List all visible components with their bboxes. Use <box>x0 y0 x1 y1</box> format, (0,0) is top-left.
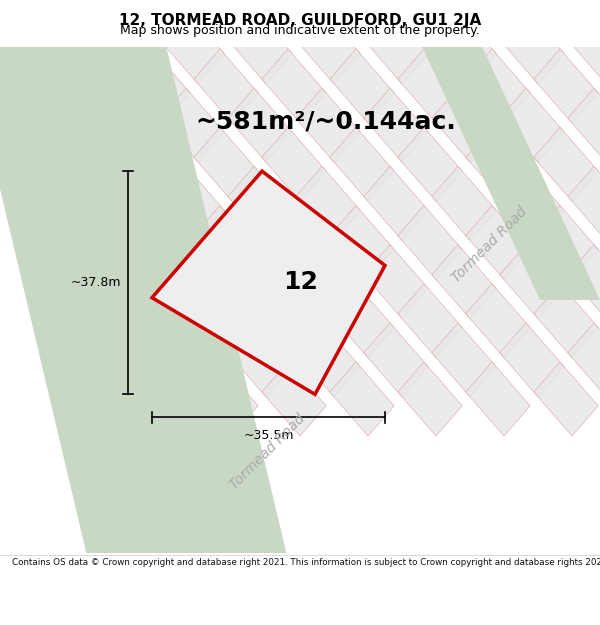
Polygon shape <box>160 88 224 162</box>
Polygon shape <box>194 284 258 357</box>
Polygon shape <box>398 49 462 123</box>
Polygon shape <box>534 362 598 436</box>
Text: Map shows position and indicative extent of the property.: Map shows position and indicative extent… <box>120 24 480 36</box>
Polygon shape <box>228 166 292 241</box>
Polygon shape <box>432 88 496 162</box>
Polygon shape <box>500 10 564 84</box>
Polygon shape <box>228 10 292 84</box>
Polygon shape <box>534 49 598 123</box>
Polygon shape <box>194 362 258 436</box>
Polygon shape <box>262 284 326 357</box>
Polygon shape <box>262 49 326 123</box>
Text: 12, TORMEAD ROAD, GUILDFORD, GU1 2JA: 12, TORMEAD ROAD, GUILDFORD, GU1 2JA <box>119 13 481 28</box>
Polygon shape <box>398 206 462 279</box>
Polygon shape <box>262 206 326 279</box>
Polygon shape <box>364 10 428 84</box>
Text: Tormead Road: Tormead Road <box>449 204 530 285</box>
Text: ~35.5m: ~35.5m <box>243 429 294 442</box>
Polygon shape <box>500 244 564 319</box>
Polygon shape <box>330 49 394 123</box>
Polygon shape <box>432 10 496 84</box>
Polygon shape <box>500 88 564 162</box>
Polygon shape <box>364 88 428 162</box>
Polygon shape <box>92 244 156 319</box>
Polygon shape <box>534 206 598 279</box>
Polygon shape <box>228 244 292 319</box>
Polygon shape <box>126 49 190 123</box>
Polygon shape <box>568 322 600 397</box>
Polygon shape <box>0 127 54 201</box>
Polygon shape <box>24 88 88 162</box>
Polygon shape <box>126 127 190 201</box>
Polygon shape <box>432 166 496 241</box>
Polygon shape <box>398 284 462 357</box>
Polygon shape <box>398 362 462 436</box>
Polygon shape <box>296 322 360 397</box>
Text: ~581m²/~0.144ac.: ~581m²/~0.144ac. <box>195 109 456 133</box>
Polygon shape <box>432 244 496 319</box>
Polygon shape <box>92 88 156 162</box>
Polygon shape <box>160 244 224 319</box>
Polygon shape <box>0 10 20 84</box>
Polygon shape <box>58 49 122 123</box>
Polygon shape <box>330 284 394 357</box>
Polygon shape <box>398 127 462 201</box>
Polygon shape <box>262 362 326 436</box>
Polygon shape <box>0 0 300 611</box>
Polygon shape <box>152 171 385 394</box>
Polygon shape <box>296 244 360 319</box>
Polygon shape <box>92 166 156 241</box>
Polygon shape <box>466 206 530 279</box>
Text: ~37.8m: ~37.8m <box>71 276 121 289</box>
Polygon shape <box>58 127 122 201</box>
Polygon shape <box>466 284 530 357</box>
Text: 12: 12 <box>283 270 318 294</box>
Polygon shape <box>500 166 564 241</box>
Polygon shape <box>568 88 600 162</box>
Text: Tormead Road: Tormead Road <box>227 412 308 492</box>
Polygon shape <box>194 206 258 279</box>
Polygon shape <box>466 362 530 436</box>
Polygon shape <box>228 322 292 397</box>
Polygon shape <box>296 10 360 84</box>
Polygon shape <box>92 10 156 84</box>
Polygon shape <box>160 166 224 241</box>
Polygon shape <box>330 127 394 201</box>
Polygon shape <box>534 127 598 201</box>
Polygon shape <box>364 244 428 319</box>
Polygon shape <box>262 127 326 201</box>
Polygon shape <box>126 284 190 357</box>
Polygon shape <box>24 10 88 84</box>
Polygon shape <box>364 166 428 241</box>
Polygon shape <box>296 166 360 241</box>
Polygon shape <box>160 10 224 84</box>
Polygon shape <box>500 322 564 397</box>
Polygon shape <box>466 49 530 123</box>
Polygon shape <box>228 88 292 162</box>
Polygon shape <box>330 206 394 279</box>
Polygon shape <box>126 206 190 279</box>
Text: Contains OS data © Crown copyright and database right 2021. This information is : Contains OS data © Crown copyright and d… <box>12 558 600 567</box>
Polygon shape <box>568 244 600 319</box>
Polygon shape <box>296 88 360 162</box>
Polygon shape <box>364 322 428 397</box>
Polygon shape <box>568 10 600 84</box>
Polygon shape <box>0 88 20 162</box>
Polygon shape <box>194 49 258 123</box>
Polygon shape <box>330 362 394 436</box>
Polygon shape <box>390 0 600 300</box>
Polygon shape <box>58 206 122 279</box>
Polygon shape <box>0 49 54 123</box>
Polygon shape <box>194 127 258 201</box>
Polygon shape <box>24 166 88 241</box>
Polygon shape <box>466 127 530 201</box>
Polygon shape <box>534 284 598 357</box>
Polygon shape <box>160 322 224 397</box>
Polygon shape <box>432 322 496 397</box>
Polygon shape <box>568 166 600 241</box>
